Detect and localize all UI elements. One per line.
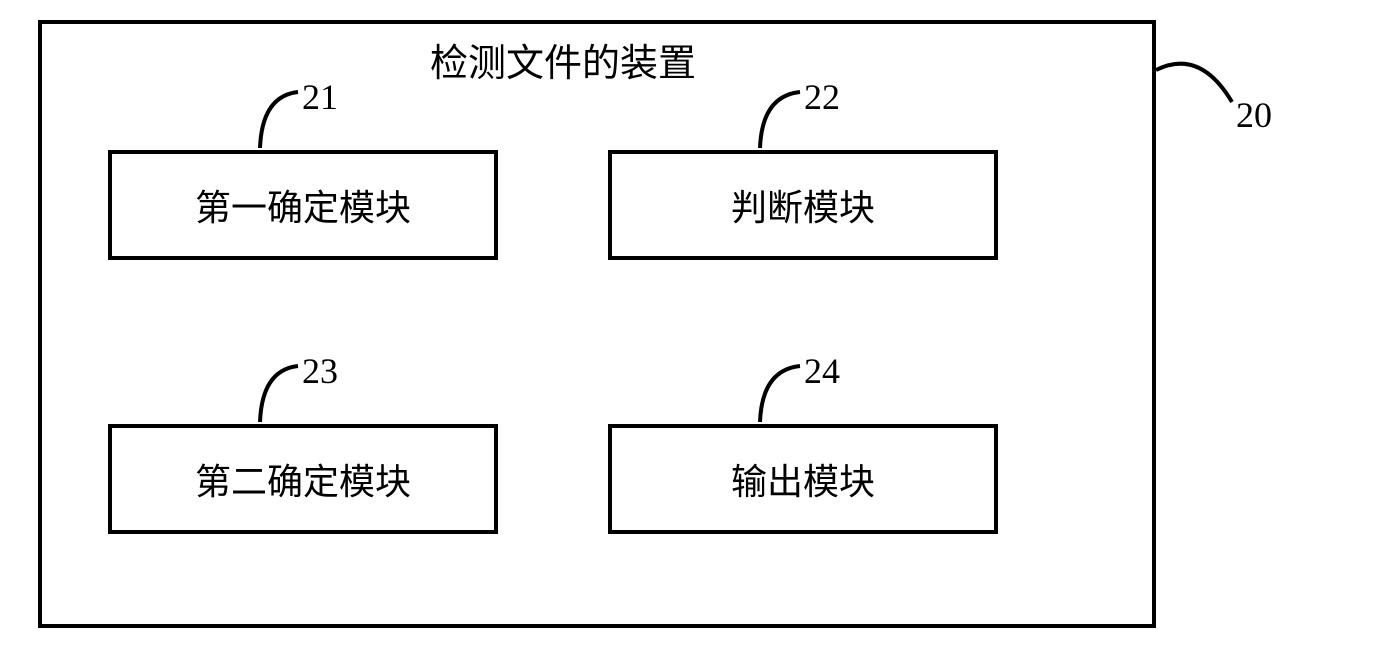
module-24-leader [0,0,1386,649]
